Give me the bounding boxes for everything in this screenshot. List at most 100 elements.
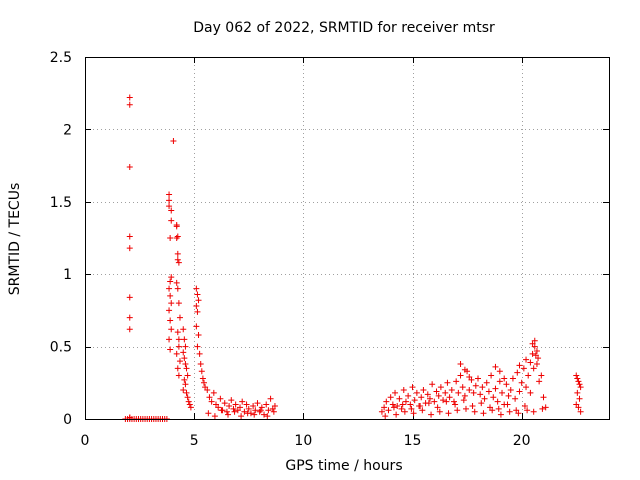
data-point bbox=[509, 375, 516, 382]
data-point bbox=[575, 378, 582, 385]
data-point bbox=[168, 207, 175, 214]
data-point bbox=[440, 397, 447, 404]
data-point bbox=[492, 385, 499, 392]
data-point bbox=[186, 401, 193, 408]
data-point bbox=[505, 392, 512, 399]
data-point bbox=[168, 217, 175, 224]
x-tick-label: 0 bbox=[81, 433, 90, 449]
data-point bbox=[405, 392, 412, 399]
data-point bbox=[454, 407, 461, 414]
data-point bbox=[436, 408, 443, 415]
data-point bbox=[409, 384, 416, 391]
data-point bbox=[176, 358, 183, 365]
data-point bbox=[479, 384, 486, 391]
data-point bbox=[530, 365, 537, 372]
data-point bbox=[413, 389, 420, 396]
data-point bbox=[455, 389, 462, 396]
data-point bbox=[173, 235, 180, 241]
data-point bbox=[221, 400, 228, 407]
data-point bbox=[577, 408, 584, 415]
data-point bbox=[443, 398, 450, 405]
data-point bbox=[457, 360, 464, 367]
data-point bbox=[488, 372, 495, 379]
data-point bbox=[453, 378, 460, 385]
data-point bbox=[577, 384, 584, 391]
data-point bbox=[194, 291, 201, 298]
data-point bbox=[126, 245, 133, 252]
data-point bbox=[529, 350, 536, 357]
data-point bbox=[256, 408, 263, 415]
data-point bbox=[184, 394, 191, 401]
data-point bbox=[478, 400, 485, 407]
data-point bbox=[461, 392, 468, 399]
data-point bbox=[394, 402, 401, 409]
data-point bbox=[267, 395, 274, 402]
data-point bbox=[174, 256, 181, 263]
data-point bbox=[166, 203, 173, 210]
data-point bbox=[126, 233, 133, 240]
data-point bbox=[174, 329, 181, 336]
data-point bbox=[492, 363, 499, 370]
data-point bbox=[444, 379, 451, 386]
data-point bbox=[424, 391, 431, 398]
data-point bbox=[126, 314, 133, 321]
data-point bbox=[383, 398, 390, 405]
data-point bbox=[194, 343, 201, 350]
y-tick-label: 1.5 bbox=[50, 195, 72, 211]
data-point bbox=[523, 384, 530, 391]
data-point bbox=[418, 394, 425, 401]
data-point bbox=[263, 401, 270, 408]
data-point bbox=[477, 391, 484, 398]
data-point bbox=[231, 408, 238, 415]
x-tick-label: 5 bbox=[190, 433, 199, 449]
data-point bbox=[470, 389, 477, 396]
y-tick-label: 2 bbox=[63, 122, 72, 138]
data-points bbox=[122, 94, 584, 422]
data-point bbox=[516, 388, 523, 395]
data-point bbox=[504, 401, 511, 408]
data-point bbox=[205, 410, 212, 417]
data-point bbox=[200, 379, 207, 386]
data-point bbox=[261, 411, 268, 418]
data-point bbox=[194, 308, 201, 315]
data-point bbox=[182, 343, 189, 350]
data-point bbox=[450, 398, 457, 405]
data-point bbox=[462, 405, 469, 412]
data-point bbox=[530, 408, 537, 415]
data-point bbox=[180, 387, 187, 394]
data-point bbox=[574, 375, 581, 382]
data-point bbox=[523, 356, 530, 363]
data-point bbox=[167, 278, 174, 285]
data-point bbox=[167, 346, 174, 353]
data-point bbox=[126, 294, 133, 301]
data-point bbox=[437, 384, 444, 391]
data-point bbox=[381, 404, 388, 411]
data-point bbox=[166, 197, 173, 204]
data-point bbox=[170, 137, 177, 144]
data-point bbox=[126, 101, 133, 108]
data-point bbox=[527, 389, 534, 396]
data-point bbox=[471, 408, 478, 415]
data-point bbox=[126, 94, 133, 101]
data-point bbox=[521, 402, 528, 409]
data-point bbox=[239, 398, 246, 405]
data-point bbox=[173, 223, 180, 230]
data-point bbox=[180, 326, 187, 333]
data-point bbox=[512, 395, 519, 402]
data-point bbox=[193, 303, 200, 310]
data-point bbox=[574, 389, 581, 396]
data-point bbox=[206, 394, 213, 401]
y-tick-label: 0 bbox=[63, 412, 72, 428]
data-point bbox=[241, 408, 248, 415]
data-point bbox=[507, 387, 514, 394]
data-point bbox=[490, 394, 497, 401]
data-point bbox=[232, 401, 239, 408]
data-point bbox=[184, 372, 191, 379]
data-point bbox=[425, 400, 432, 407]
data-point bbox=[542, 404, 549, 411]
data-point bbox=[199, 375, 206, 382]
data-point bbox=[402, 398, 409, 405]
x-tick-label: 10 bbox=[294, 433, 312, 449]
data-point bbox=[168, 274, 175, 281]
data-point bbox=[514, 369, 521, 376]
